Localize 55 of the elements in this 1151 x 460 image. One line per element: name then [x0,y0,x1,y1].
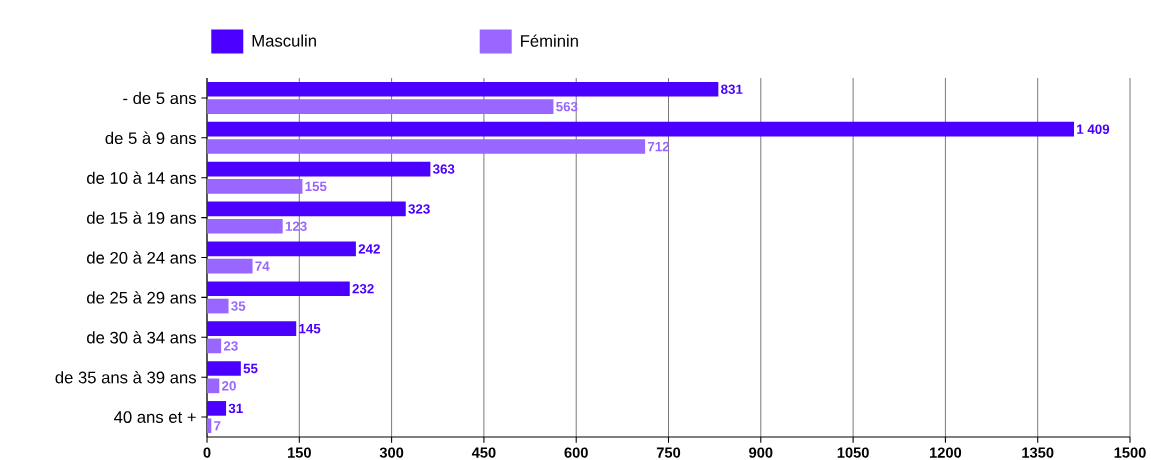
bar [207,139,646,154]
bar [207,298,229,314]
data-label: 20 [222,381,236,391]
y-tick-label: de 15 à 19 ans [87,211,196,224]
bar [207,179,303,194]
bar [207,99,554,114]
x-tick-label: 1350 [1022,447,1054,458]
x-tick-label: 1050 [837,447,869,458]
bar [207,241,356,257]
data-label: 31 [228,403,243,414]
bar [207,401,227,416]
legend-label: Masculin [252,34,316,47]
data-label: 74 [255,261,270,271]
y-tick-label: de 20 à 24 ans [87,251,196,264]
data-label: 23 [223,341,238,351]
bar [207,218,283,234]
data-label: 35 [231,301,246,311]
data-label: 155 [305,181,327,192]
data-label: 145 [299,323,321,334]
x-tick-label: 750 [656,447,681,458]
x-tick-label: 300 [379,447,404,458]
bar [207,258,253,274]
data-label: 232 [352,284,374,294]
legend-label: Féminin [521,34,578,47]
x-tick-label: 1200 [930,447,962,458]
bar [207,201,406,217]
y-tick-label: de 5 à 9 ans [105,131,196,145]
data-label: 242 [358,244,380,254]
x-tick-label: 900 [749,447,773,458]
data-label: 363 [432,164,455,174]
data-label: 323 [408,204,430,214]
bar [207,361,241,376]
x-tick-label: 1500 [1114,447,1146,458]
bar [207,161,431,177]
y-tick-label: de 30 à 34 ans [87,331,196,344]
data-label: 7 [214,421,221,431]
bar [207,81,719,97]
x-tick-label: 0 [203,447,211,458]
y-tick-label: 40 ans et + [114,411,196,423]
x-tick-label: 600 [564,447,588,458]
bar [207,418,212,434]
y-tick-label: de 25 à 29 ans [87,291,196,304]
x-tick-label: 450 [471,447,496,458]
y-tick-label: - de 5 ans [123,91,196,105]
y-tick-label: de 35 ans à 39 ans [55,370,196,384]
data-label: 831 [721,84,743,94]
bar [207,338,222,354]
data-label: 55 [243,363,258,374]
bar [207,281,350,297]
data-label: 1 409 [1077,124,1110,134]
x-tick-label: 150 [287,447,311,458]
bar [207,121,1075,137]
y-tick-label: de 10 à 14 ans [87,171,196,184]
bar [207,321,297,336]
bar [207,378,220,394]
